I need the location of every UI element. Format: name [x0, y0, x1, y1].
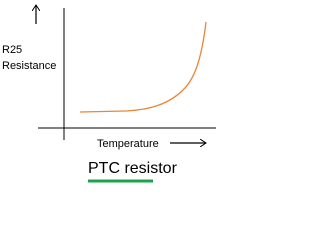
y-label-2: Resistance [2, 60, 56, 72]
background [0, 0, 221, 185]
caption: PTC resistor [88, 160, 178, 177]
diagram: R25 Resistance Temperature PTC resistor [0, 0, 221, 185]
x-label: Temperature [97, 138, 159, 150]
y-label-1: R25 [2, 44, 22, 56]
ptc-curve [79, 21, 207, 113]
page: R25 Resistance Temperature PTC resistor … [0, 0, 221, 185]
